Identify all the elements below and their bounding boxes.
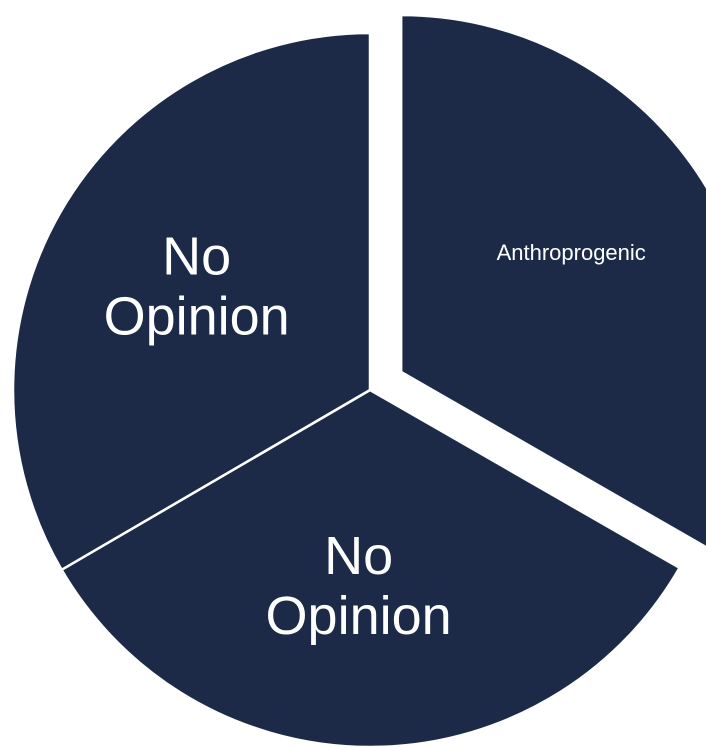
pie-slice-label-line: No [324, 526, 393, 586]
pie-slice-label-2: No Opinion [266, 526, 452, 646]
slices-layer [11, 13, 706, 747]
pie-slice-3 [11, 31, 372, 572]
pie-slice-label-line: No [162, 227, 231, 287]
pie-slice-1 [399, 13, 706, 549]
pie-slice-label-line: Opinion [104, 287, 290, 347]
pie-slice-label-line: Anthroprogenic [497, 240, 646, 265]
pie-slice-label-1: Anthroprogenic [497, 240, 646, 265]
pie-slice-label-line: Opinion [266, 586, 452, 646]
pie-slice-label-3: No Opinion [104, 227, 290, 347]
